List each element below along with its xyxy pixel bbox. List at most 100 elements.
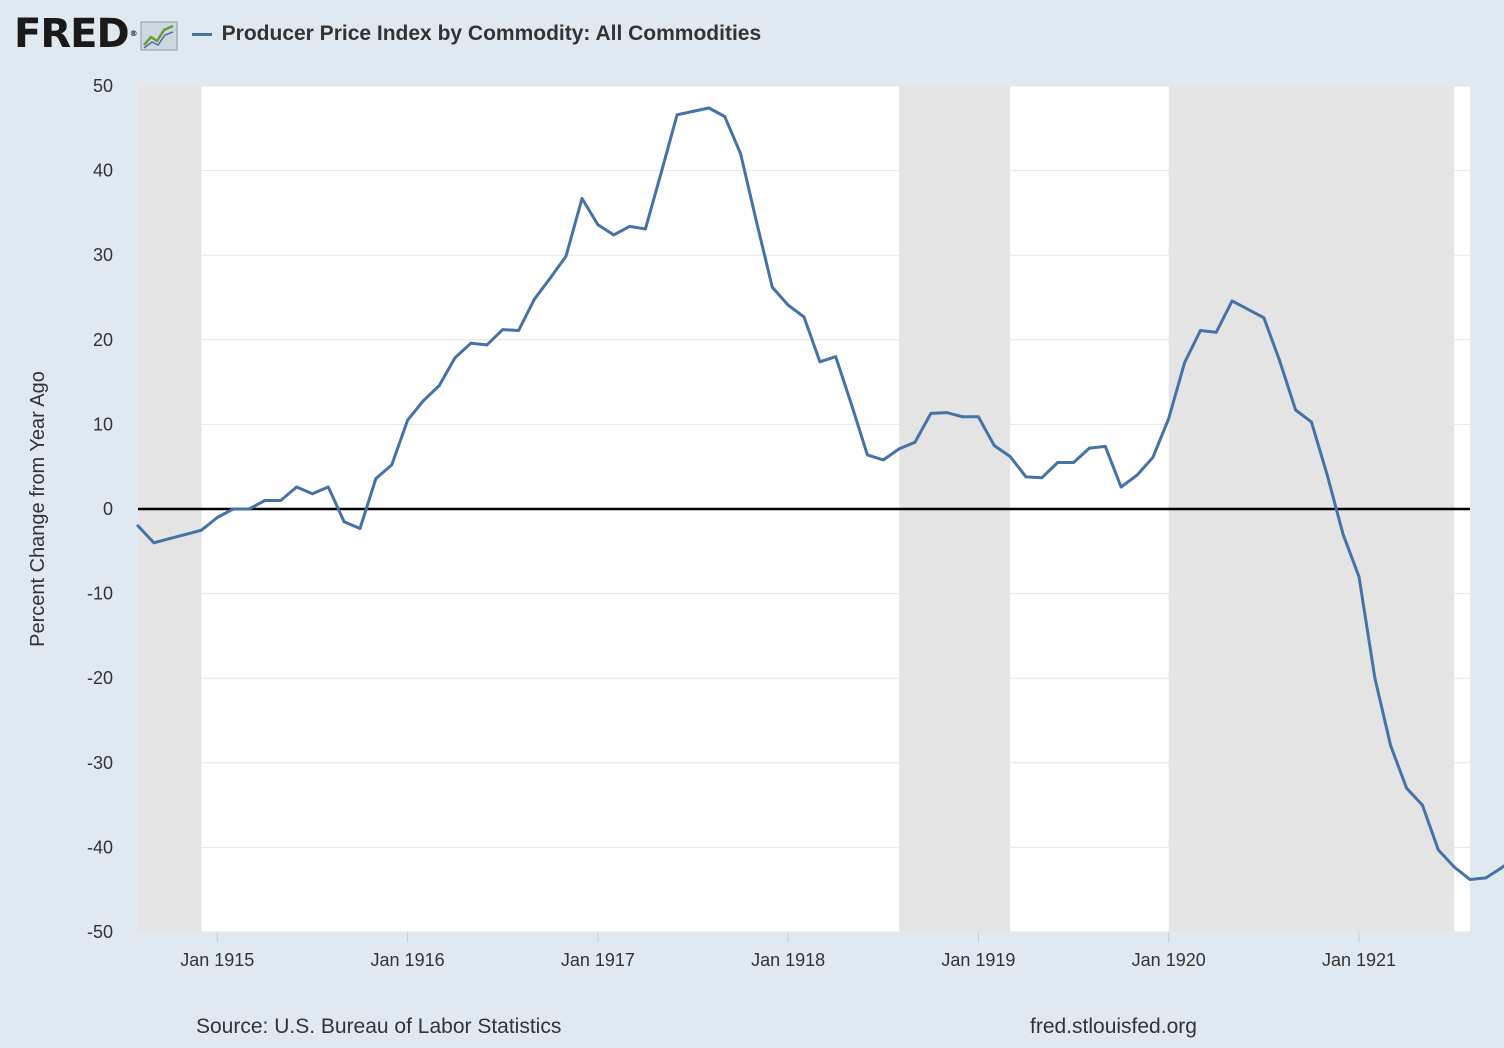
data-point[interactable] <box>1024 475 1028 479</box>
data-point[interactable] <box>231 507 235 511</box>
data-point[interactable] <box>406 418 409 422</box>
data-point[interactable] <box>1151 456 1155 459</box>
chart-legend[interactable]: Producer Price Index by Commodity: All C… <box>191 22 761 46</box>
y-tick-label: -30 <box>87 753 113 773</box>
data-point[interactable] <box>1436 848 1440 852</box>
data-point[interactable] <box>945 411 949 414</box>
data-point[interactable] <box>247 507 251 511</box>
data-point[interactable] <box>1008 455 1012 458</box>
data-point[interactable] <box>517 329 520 332</box>
source-note: Source: U.S. Bureau of Labor Statistics <box>196 1015 562 1038</box>
data-point[interactable] <box>469 341 473 345</box>
data-point[interactable] <box>326 485 330 489</box>
data-point[interactable] <box>1183 361 1186 364</box>
data-point[interactable] <box>913 440 917 444</box>
data-point[interactable] <box>422 399 425 403</box>
y-tick-label: -40 <box>87 837 113 857</box>
data-point[interactable] <box>295 485 298 489</box>
x-tick-label: Jan 1915 <box>180 950 254 970</box>
data-point[interactable] <box>659 170 663 174</box>
data-point[interactable] <box>358 527 362 530</box>
data-point[interactable] <box>215 516 219 519</box>
data-point[interactable] <box>1103 445 1107 448</box>
data-point[interactable] <box>929 412 933 415</box>
data-point[interactable] <box>485 343 489 347</box>
data-point[interactable] <box>1135 473 1139 477</box>
data-point[interactable] <box>1119 485 1123 489</box>
data-point[interactable] <box>342 520 346 524</box>
series-line[interactable] <box>136 106 1504 881</box>
data-point[interactable] <box>533 297 536 301</box>
data-point[interactable] <box>596 223 600 227</box>
data-point[interactable] <box>1199 329 1202 332</box>
data-point[interactable] <box>1357 575 1361 579</box>
data-point[interactable] <box>437 384 441 387</box>
data-point[interactable] <box>1421 803 1424 807</box>
data-point[interactable] <box>723 115 727 118</box>
data-point[interactable] <box>1341 533 1345 536</box>
data-point[interactable] <box>1452 865 1456 869</box>
data-point[interactable] <box>311 492 314 496</box>
data-point[interactable] <box>1230 299 1234 303</box>
data-point[interactable] <box>834 355 838 359</box>
data-point[interactable] <box>390 463 394 467</box>
data-point[interactable] <box>1325 473 1329 477</box>
data-point[interactable] <box>786 303 790 307</box>
data-point[interactable] <box>628 225 631 228</box>
data-point[interactable] <box>501 328 505 331</box>
data-point[interactable] <box>1262 316 1266 320</box>
y-tick-label: 20 <box>93 330 113 350</box>
data-point[interactable] <box>548 276 552 280</box>
data-point[interactable] <box>1056 461 1060 464</box>
data-point[interactable] <box>691 110 695 113</box>
data-point[interactable] <box>1500 866 1504 870</box>
data-point[interactable] <box>263 499 267 502</box>
data-point[interactable] <box>770 285 774 289</box>
data-point[interactable] <box>1214 330 1218 334</box>
data-point[interactable] <box>564 254 568 258</box>
data-point[interactable] <box>1040 476 1044 480</box>
data-point[interactable] <box>802 315 806 319</box>
x-tick-label: Jan 1919 <box>941 950 1015 970</box>
data-point[interactable] <box>755 220 758 223</box>
data-point[interactable] <box>200 528 203 532</box>
data-point[interactable] <box>1484 876 1488 880</box>
fred-graph-icon <box>140 21 178 51</box>
data-point[interactable] <box>1072 461 1075 464</box>
data-point[interactable] <box>739 152 742 156</box>
site-link[interactable]: fred.stlouisfed.org <box>1030 1015 1197 1038</box>
data-point[interactable] <box>675 113 679 117</box>
data-point[interactable] <box>992 444 996 447</box>
data-point[interactable] <box>644 227 647 231</box>
data-point[interactable] <box>453 356 457 359</box>
data-point[interactable] <box>850 403 853 407</box>
x-tick-label: Jan 1916 <box>371 950 445 970</box>
data-point[interactable] <box>818 360 822 364</box>
data-point[interactable] <box>1294 408 1297 412</box>
data-point[interactable] <box>1468 878 1472 881</box>
fred-logo[interactable]: FRED® <box>14 12 138 56</box>
data-point[interactable] <box>1088 446 1091 450</box>
data-point[interactable] <box>279 499 283 502</box>
data-point[interactable] <box>1310 420 1313 424</box>
data-point[interactable] <box>897 447 901 451</box>
data-point[interactable] <box>152 541 156 545</box>
data-point[interactable] <box>866 453 869 457</box>
data-point[interactable] <box>707 106 711 110</box>
data-point[interactable] <box>881 458 885 462</box>
data-point[interactable] <box>1373 676 1377 680</box>
data-point[interactable] <box>136 524 140 528</box>
data-point[interactable] <box>1278 359 1282 363</box>
data-point[interactable] <box>580 197 584 200</box>
data-point[interactable] <box>184 533 188 536</box>
data-point[interactable] <box>1389 744 1393 748</box>
data-point[interactable] <box>612 233 616 237</box>
data-point[interactable] <box>961 415 964 419</box>
data-point[interactable] <box>1246 307 1250 311</box>
x-tick-label: Jan 1918 <box>751 950 825 970</box>
data-point[interactable] <box>168 537 172 540</box>
data-point[interactable] <box>374 477 378 480</box>
data-point[interactable] <box>977 415 980 419</box>
data-point[interactable] <box>1167 417 1171 420</box>
data-point[interactable] <box>1405 786 1408 790</box>
